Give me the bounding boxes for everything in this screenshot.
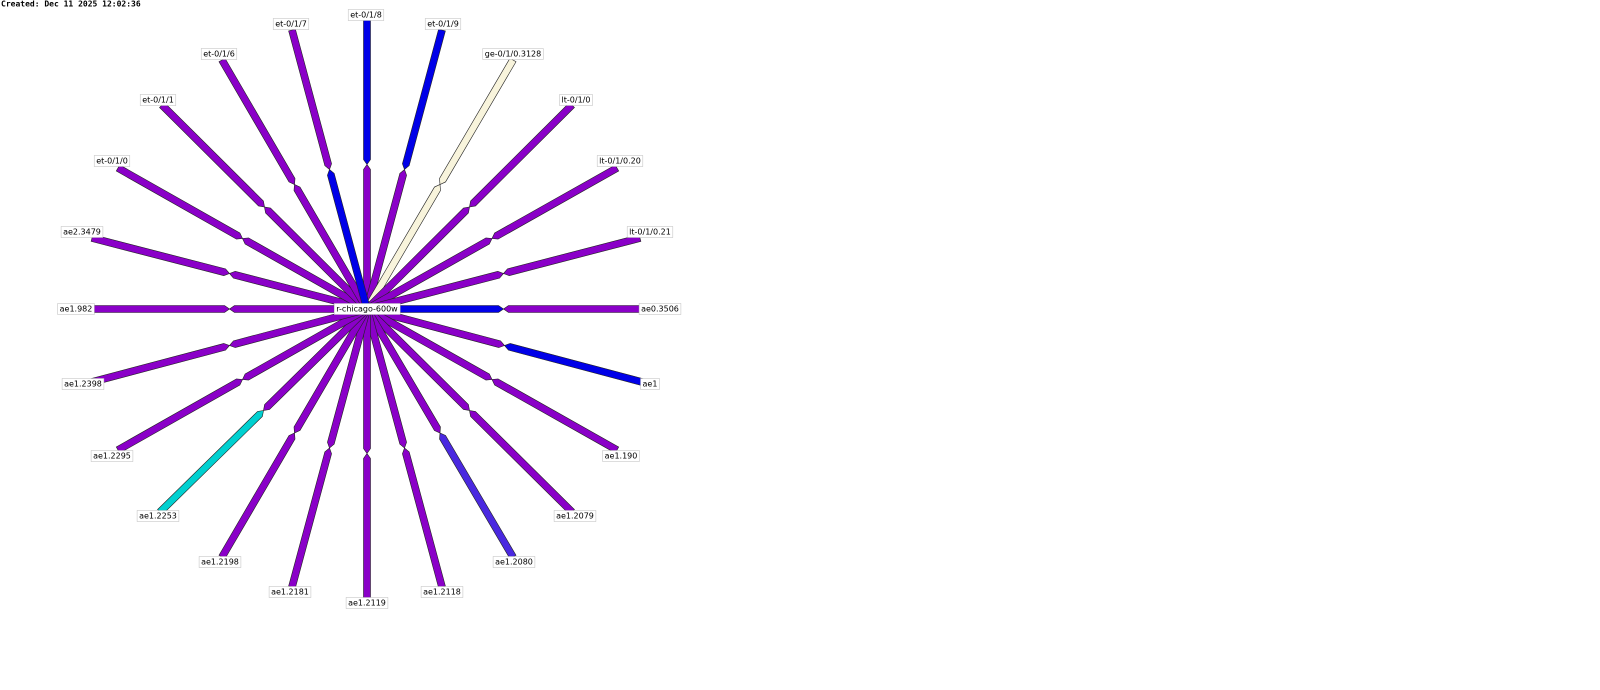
link-arrow <box>402 28 446 171</box>
center-node-label-box <box>334 303 401 315</box>
labels: et-0/1/8 et-0/1/9 ge-0/1/0.3128 lt-0/1/0 lt-… <box>57 9 682 609</box>
link-arrow <box>502 234 642 276</box>
node-label-box <box>272 18 310 30</box>
link-arrow <box>469 102 575 208</box>
node-label-box <box>93 155 131 167</box>
links <box>90 19 644 599</box>
node-label-box <box>345 597 389 609</box>
node-label-box <box>200 48 238 60</box>
node-label-box <box>596 155 644 167</box>
node-label-box <box>559 94 593 106</box>
node-label: lt-0/1/0 <box>562 96 591 105</box>
node-label: ae1.2079 <box>556 512 594 521</box>
node-label: ge-0/1/0.3128 <box>485 50 541 59</box>
node-label: ae1.2398 <box>64 380 102 389</box>
link-arrow <box>91 305 231 313</box>
node-label: et-0/1/7 <box>275 20 307 29</box>
created-stamp: Created: Dec 11 2025 12:02:36 <box>1 0 141 9</box>
node-label: ae1.2253 <box>139 512 177 521</box>
node-label: ae1.2118 <box>423 588 461 597</box>
node-label: et-0/1/1 <box>142 96 174 105</box>
link-arrow <box>115 378 243 454</box>
node-label: ae1.2181 <box>271 588 309 597</box>
node-label-box <box>424 18 462 30</box>
node-label: ae1.2295 <box>93 452 131 461</box>
node-label: et-0/1/8 <box>350 11 382 20</box>
link-arrow <box>363 452 371 599</box>
node-label-box <box>420 586 464 598</box>
node-label: ae0.3506 <box>641 305 679 314</box>
node-label-box <box>198 556 242 568</box>
node-label-box <box>347 9 385 21</box>
center-node-label: r-chicago-600w <box>336 305 398 314</box>
node-label-box <box>268 586 312 598</box>
node-label-box <box>60 226 104 238</box>
node-label: ae2.3479 <box>63 228 101 237</box>
node-label-box <box>492 556 536 568</box>
node-label: et-0/1/9 <box>427 20 459 29</box>
node-label: ae1.2080 <box>495 558 533 567</box>
node-label-box <box>640 378 660 390</box>
link-arrow <box>491 164 620 240</box>
node-label-box <box>61 378 105 390</box>
node-label: lt-0/1/0.21 <box>629 228 671 237</box>
node-label-box <box>139 94 177 106</box>
link-arrow <box>218 432 296 560</box>
node-label: ae1.982 <box>60 305 93 314</box>
node-label: et-0/1/6 <box>203 50 235 59</box>
node-label-box <box>626 226 674 238</box>
link-arrow <box>439 57 517 185</box>
node-label: ae1.190 <box>605 452 638 461</box>
node-label: ae1 <box>643 380 658 389</box>
link-arrow <box>363 19 371 166</box>
node-label: ae1.2198 <box>201 558 239 567</box>
node-label-box <box>638 303 682 315</box>
node-label: lt-0/1/0.20 <box>599 157 641 166</box>
node-label-box <box>553 510 597 522</box>
node-label-box <box>57 303 95 315</box>
node-label-box <box>136 510 180 522</box>
node-label: ae1.2119 <box>348 599 386 608</box>
node-label-box <box>482 48 544 60</box>
node-label-box <box>90 450 134 462</box>
node-label: et-0/1/0 <box>96 157 128 166</box>
link-arrow <box>502 305 641 313</box>
node-label-box <box>602 450 640 462</box>
